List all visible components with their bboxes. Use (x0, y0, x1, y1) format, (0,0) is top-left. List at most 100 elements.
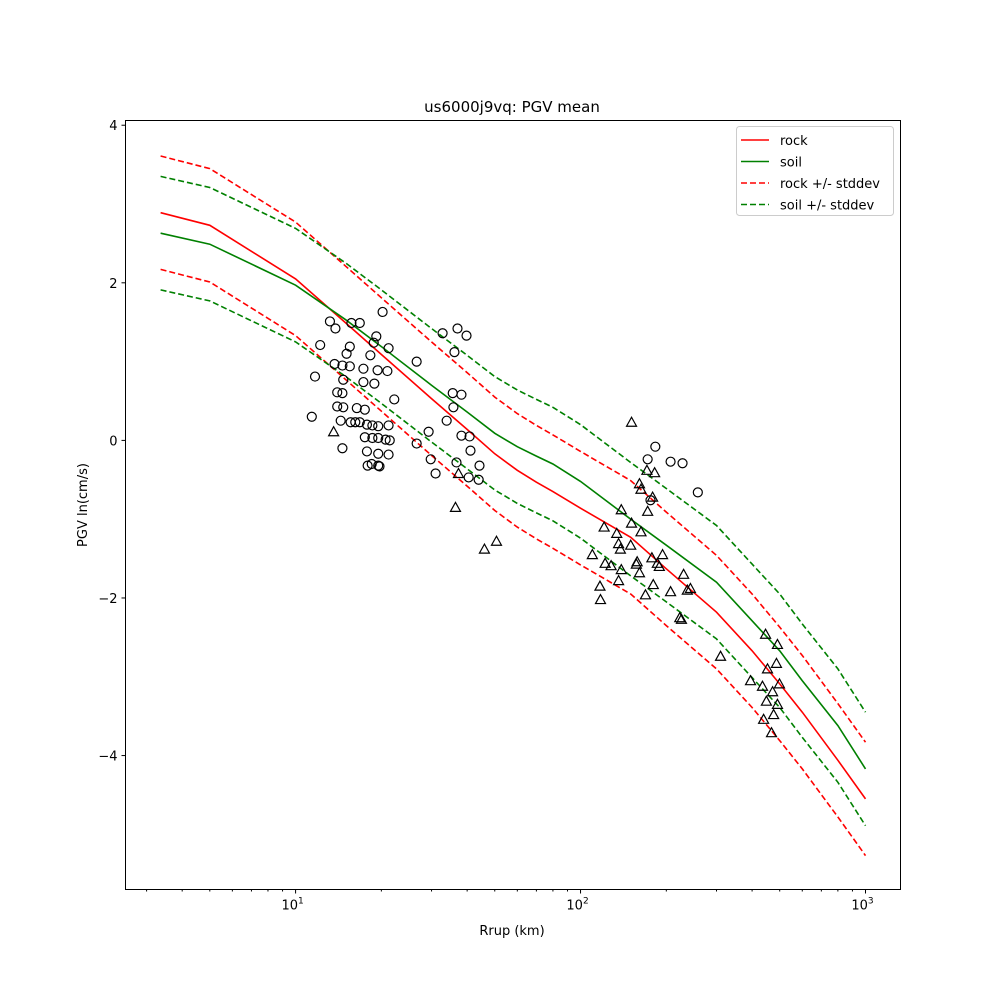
observation-triangle-marker (634, 525, 648, 537)
observation-circle-marker (411, 438, 422, 449)
observation-triangle-marker (773, 677, 786, 689)
observation-triangle-marker (625, 416, 638, 427)
observation-triangle-marker (759, 627, 772, 639)
observation-circle-marker (461, 330, 472, 341)
observation-circle-marker (473, 474, 484, 485)
x-tick-label: 101 (281, 897, 303, 914)
x-tick-exponent: 3 (868, 897, 874, 907)
observation-triangle-marker (615, 563, 628, 575)
observation-circle-marker (373, 460, 384, 471)
soil-plus-stddev-line (160, 175, 867, 713)
observation-triangle-marker (598, 520, 611, 532)
observation-triangle-marker (645, 551, 658, 563)
observation-triangle-marker (478, 542, 491, 554)
observation-triangle-marker (757, 713, 770, 724)
legend-label: rock +/- stddev (780, 177, 880, 192)
observation-circle-marker (430, 468, 441, 479)
observation-circle-marker (371, 331, 382, 342)
observation-circle-marker (365, 350, 376, 361)
observation-triangle-marker (714, 650, 727, 661)
observation-circle-marker (373, 432, 384, 444)
observation-circle-marker (354, 317, 365, 329)
observation-triangle-marker (765, 726, 778, 738)
x-tick-base: 10 (281, 899, 298, 914)
observation-triangle-marker (648, 466, 661, 478)
rock-plus-stddev-line (160, 155, 867, 743)
observation-triangle-marker (614, 542, 627, 554)
observation-triangle-marker (639, 588, 652, 600)
rock-mean-line (160, 211, 867, 800)
observation-triangle-marker (771, 698, 784, 709)
observation-circle-marker (456, 389, 467, 400)
observation-triangle-marker (630, 557, 643, 569)
observation-triangle-marker (640, 464, 653, 475)
observation-circle-marker (372, 365, 383, 376)
observation-circle-marker (452, 323, 463, 334)
observation-circle-marker (338, 374, 349, 385)
observation-circle-marker (354, 417, 365, 428)
observation-circle-marker (692, 487, 703, 498)
observation-triangle-marker (593, 579, 606, 591)
observation-circle-marker (474, 460, 485, 471)
observation-circle-marker (650, 441, 661, 452)
observation-circle-marker (359, 432, 370, 443)
observation-circle-marker (449, 347, 460, 358)
legend: rock soil rock +/- stddev soil +/- stddev (736, 126, 894, 216)
observation-triangle-marker (767, 708, 780, 720)
observation-circle-marker (373, 448, 384, 459)
observation-circle-marker (383, 449, 394, 460)
observation-circle-marker (456, 430, 467, 441)
y-tick-label: 4 (109, 119, 117, 134)
observation-circle-marker (451, 457, 462, 468)
observation-circle-marker (358, 376, 369, 388)
observation-triangle-marker (624, 538, 637, 550)
observation-triangle-marker (756, 679, 769, 691)
legend-label: soil (780, 156, 802, 171)
legend-box (736, 126, 894, 216)
observation-circle-marker (382, 365, 393, 377)
observation-circle-marker (368, 337, 379, 348)
x-axis-label: Rrup (km) (479, 924, 544, 939)
observation-triangle-marker (675, 613, 688, 624)
observation-triangle-marker (646, 490, 659, 502)
observation-triangle-marker (656, 548, 669, 560)
observation-triangle-marker (761, 662, 774, 674)
observation-circle-marker (330, 323, 341, 334)
observation-triangle-marker (594, 593, 607, 605)
observation-circle-marker (380, 434, 391, 445)
observation-triangle-marker (610, 527, 623, 538)
legend-label: soil +/- stddev (780, 199, 875, 214)
x-tick-exponent: 1 (298, 897, 304, 907)
observation-circle-marker (642, 454, 653, 465)
observation-triangle-marker (452, 467, 465, 479)
observation-triangle-marker (760, 694, 773, 706)
observation-circle-marker (338, 402, 349, 413)
observation-circle-marker (332, 401, 343, 412)
observation-circle-marker (346, 317, 357, 329)
observation-circle-marker (423, 426, 434, 437)
observation-circle-marker (361, 446, 373, 457)
observation-triangle-marker (490, 535, 503, 546)
observation-circle-marker (677, 458, 688, 469)
y-tick-label: 2 (109, 277, 117, 292)
observation-circle-marker (366, 458, 377, 470)
observation-circle-marker (367, 432, 378, 444)
plot-area (160, 155, 867, 857)
observation-circle-marker (306, 411, 317, 422)
x-tick-base: 10 (566, 899, 583, 914)
y-tick-label: −4 (98, 750, 117, 765)
observation-circle-marker (324, 316, 336, 327)
legend-label: rock (780, 134, 808, 149)
observation-triangle-marker (653, 560, 666, 572)
observation-circle-marker (329, 358, 340, 370)
observation-triangle-marker (673, 611, 686, 623)
y-tick-label: 0 (109, 434, 117, 449)
observation-circle-marker (448, 402, 459, 413)
observation-triangle-marker (633, 566, 646, 578)
observation-circle-marker (411, 356, 422, 367)
observation-triangle-marker (605, 559, 618, 571)
observation-circle-marker (389, 394, 400, 405)
y-tick-label: −2 (98, 592, 117, 607)
